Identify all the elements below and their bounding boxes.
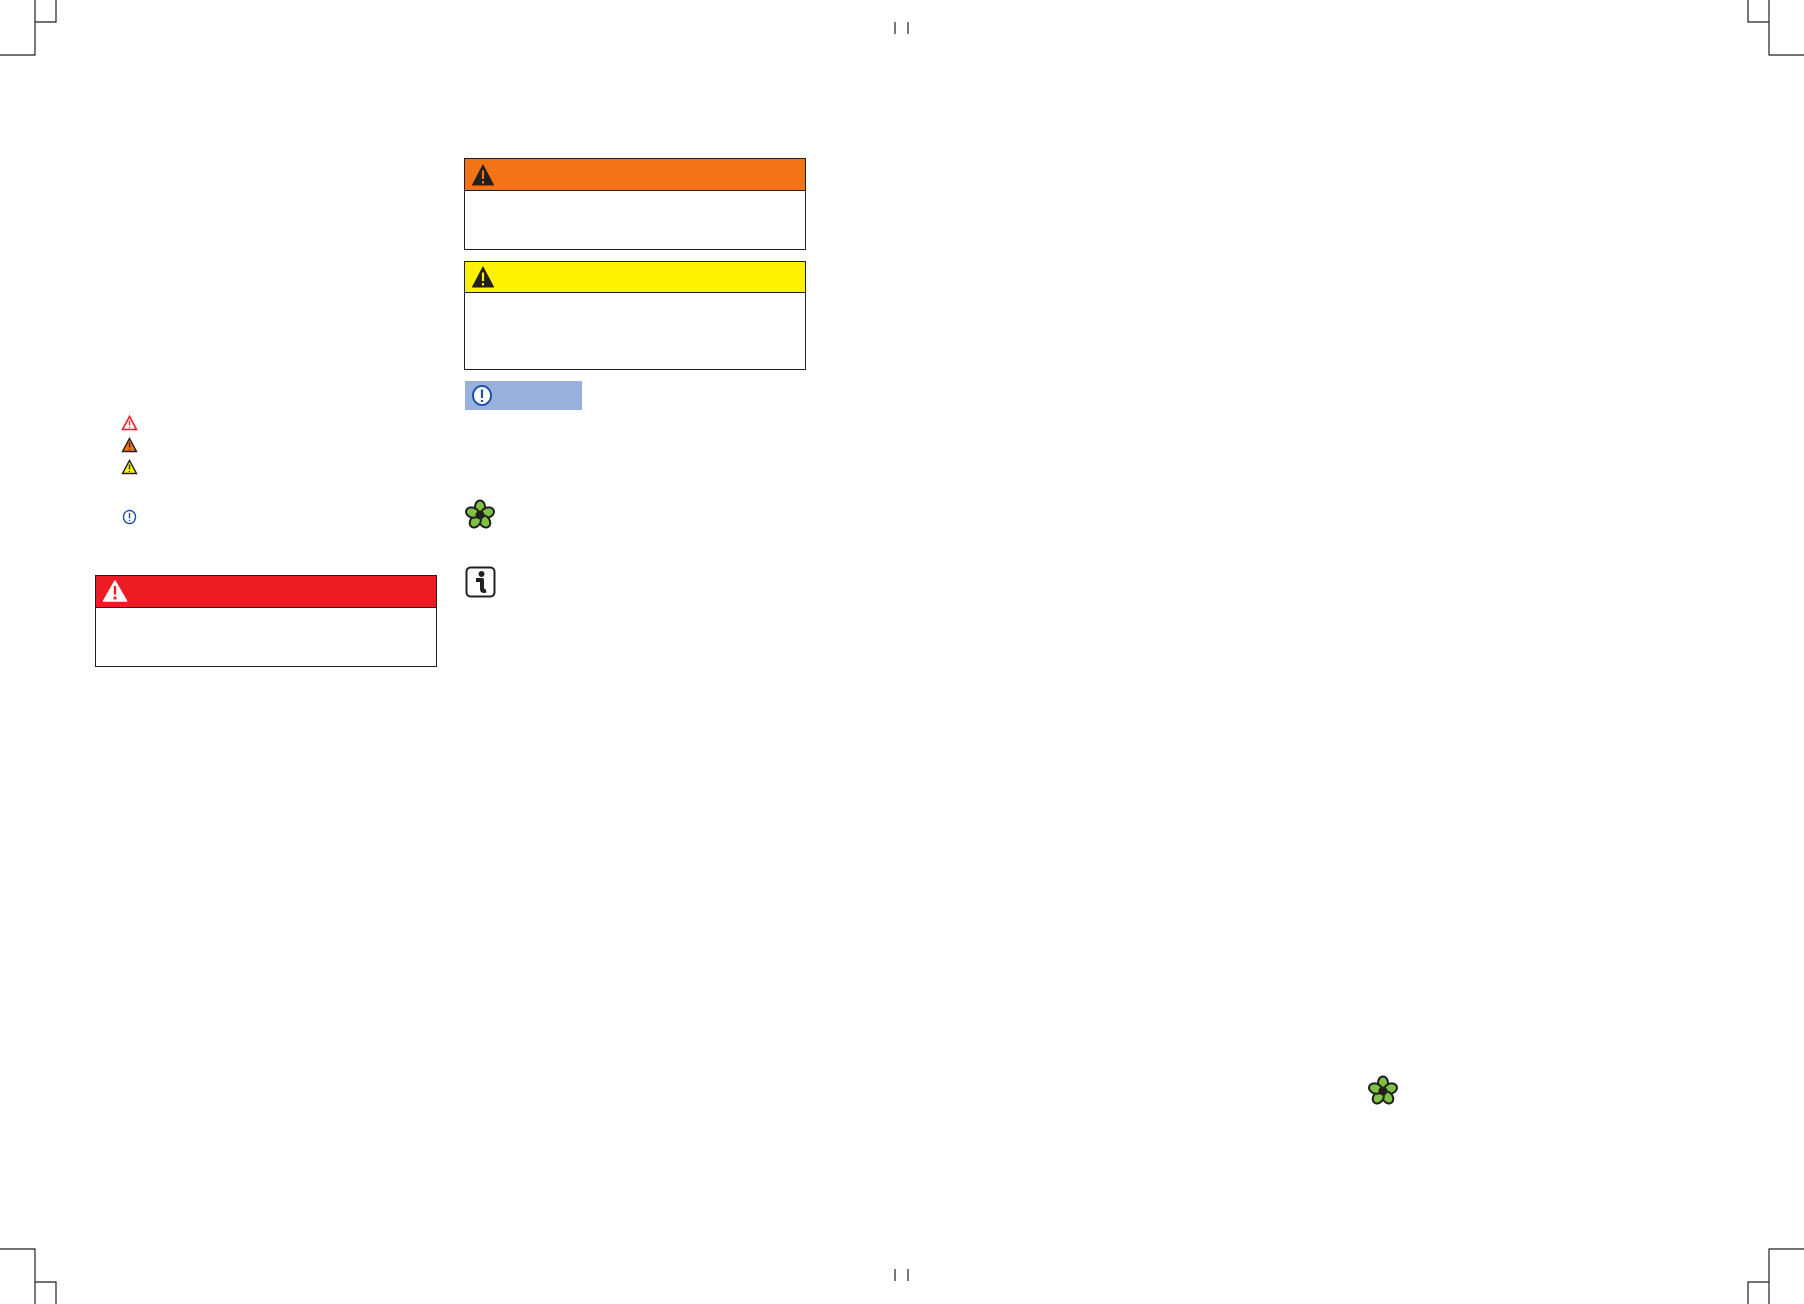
warning-triangle-orange-icon: [121, 437, 138, 453]
caution-header: [465, 262, 805, 293]
caution-triangle-icon: [472, 266, 494, 288]
notice-exclamation-circle-icon: [472, 385, 492, 406]
notice-exclamation-circle-icon: [122, 509, 137, 525]
warning-triangle-icon: [472, 164, 494, 186]
environment-flower-icon: [1368, 1075, 1398, 1105]
warning-header: [465, 159, 805, 191]
caution-box: [464, 261, 806, 370]
environment-flower-icon: [465, 499, 495, 529]
notice-bar: [465, 381, 582, 410]
caution-triangle-yellow-icon: [121, 459, 138, 475]
info-icon: [465, 566, 496, 598]
danger-box: [95, 575, 437, 667]
danger-triangle-outline-icon: [121, 415, 138, 431]
warning-box: [464, 158, 806, 250]
danger-triangle-icon: [102, 580, 128, 602]
danger-header: [96, 576, 436, 608]
